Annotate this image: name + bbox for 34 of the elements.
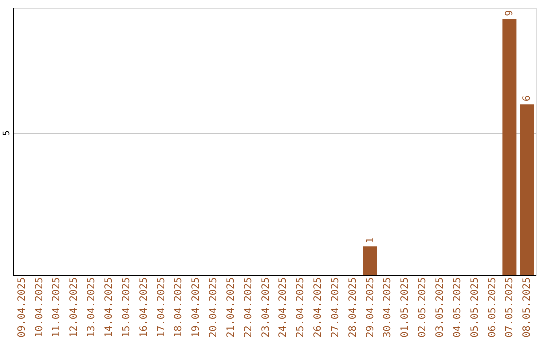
x-tick-label: 05.05.2025 xyxy=(470,278,481,338)
x-tick-label: 23.04.2025 xyxy=(260,278,272,338)
x-tick-label: 15.04.2025 xyxy=(121,278,132,338)
data-label: 9 xyxy=(504,10,516,16)
x-tick-label: 27.04.2025 xyxy=(330,278,342,338)
x-tick-label: 25.04.2025 xyxy=(296,278,307,338)
x-tick-label: 24.04.2025 xyxy=(278,278,290,338)
x-tick-label: 26.04.2025 xyxy=(313,278,324,338)
y-tick-label: 5 xyxy=(2,130,12,136)
x-tick-label: 02.05.2025 xyxy=(418,278,429,338)
x-tick-label: 06.05.2025 xyxy=(487,278,498,338)
x-tick-label: 03.05.2025 xyxy=(435,278,446,338)
x-tick-label: 18.04.2025 xyxy=(174,278,185,338)
data-label: 1 xyxy=(365,238,376,244)
x-tick-label: 01.05.2025 xyxy=(400,278,412,338)
x-tick-label: 08.05.2025 xyxy=(522,278,534,338)
x-tick-label: 16.04.2025 xyxy=(138,278,150,338)
x-tick-label: 13.04.2025 xyxy=(86,278,98,338)
x-tick-label: 20.04.2025 xyxy=(208,278,220,338)
x-tick-label: 22.04.2025 xyxy=(243,278,254,338)
x-tick-label: 04.05.2025 xyxy=(452,278,464,338)
x-tick-label: 19.04.2025 xyxy=(191,278,202,338)
x-tick-label: 28.04.2025 xyxy=(348,278,359,338)
x-tick-label: 09.04.2025 xyxy=(16,278,28,338)
x-tick-label: 21.04.2025 xyxy=(226,278,237,338)
x-tick-label: 17.04.2025 xyxy=(156,278,168,338)
x-tick-label: 12.04.2025 xyxy=(69,278,80,338)
x-tick-label: 11.04.2025 xyxy=(52,278,63,338)
x-tick-label: 30.04.2025 xyxy=(382,278,394,338)
x-tick-label: 07.05.2025 xyxy=(504,278,516,338)
x-tick-label: 14.04.2025 xyxy=(104,278,115,338)
data-label: 6 xyxy=(522,96,534,102)
x-tick-label: 29.04.2025 xyxy=(365,278,376,338)
x-tick-label: 10.04.2025 xyxy=(34,278,46,338)
